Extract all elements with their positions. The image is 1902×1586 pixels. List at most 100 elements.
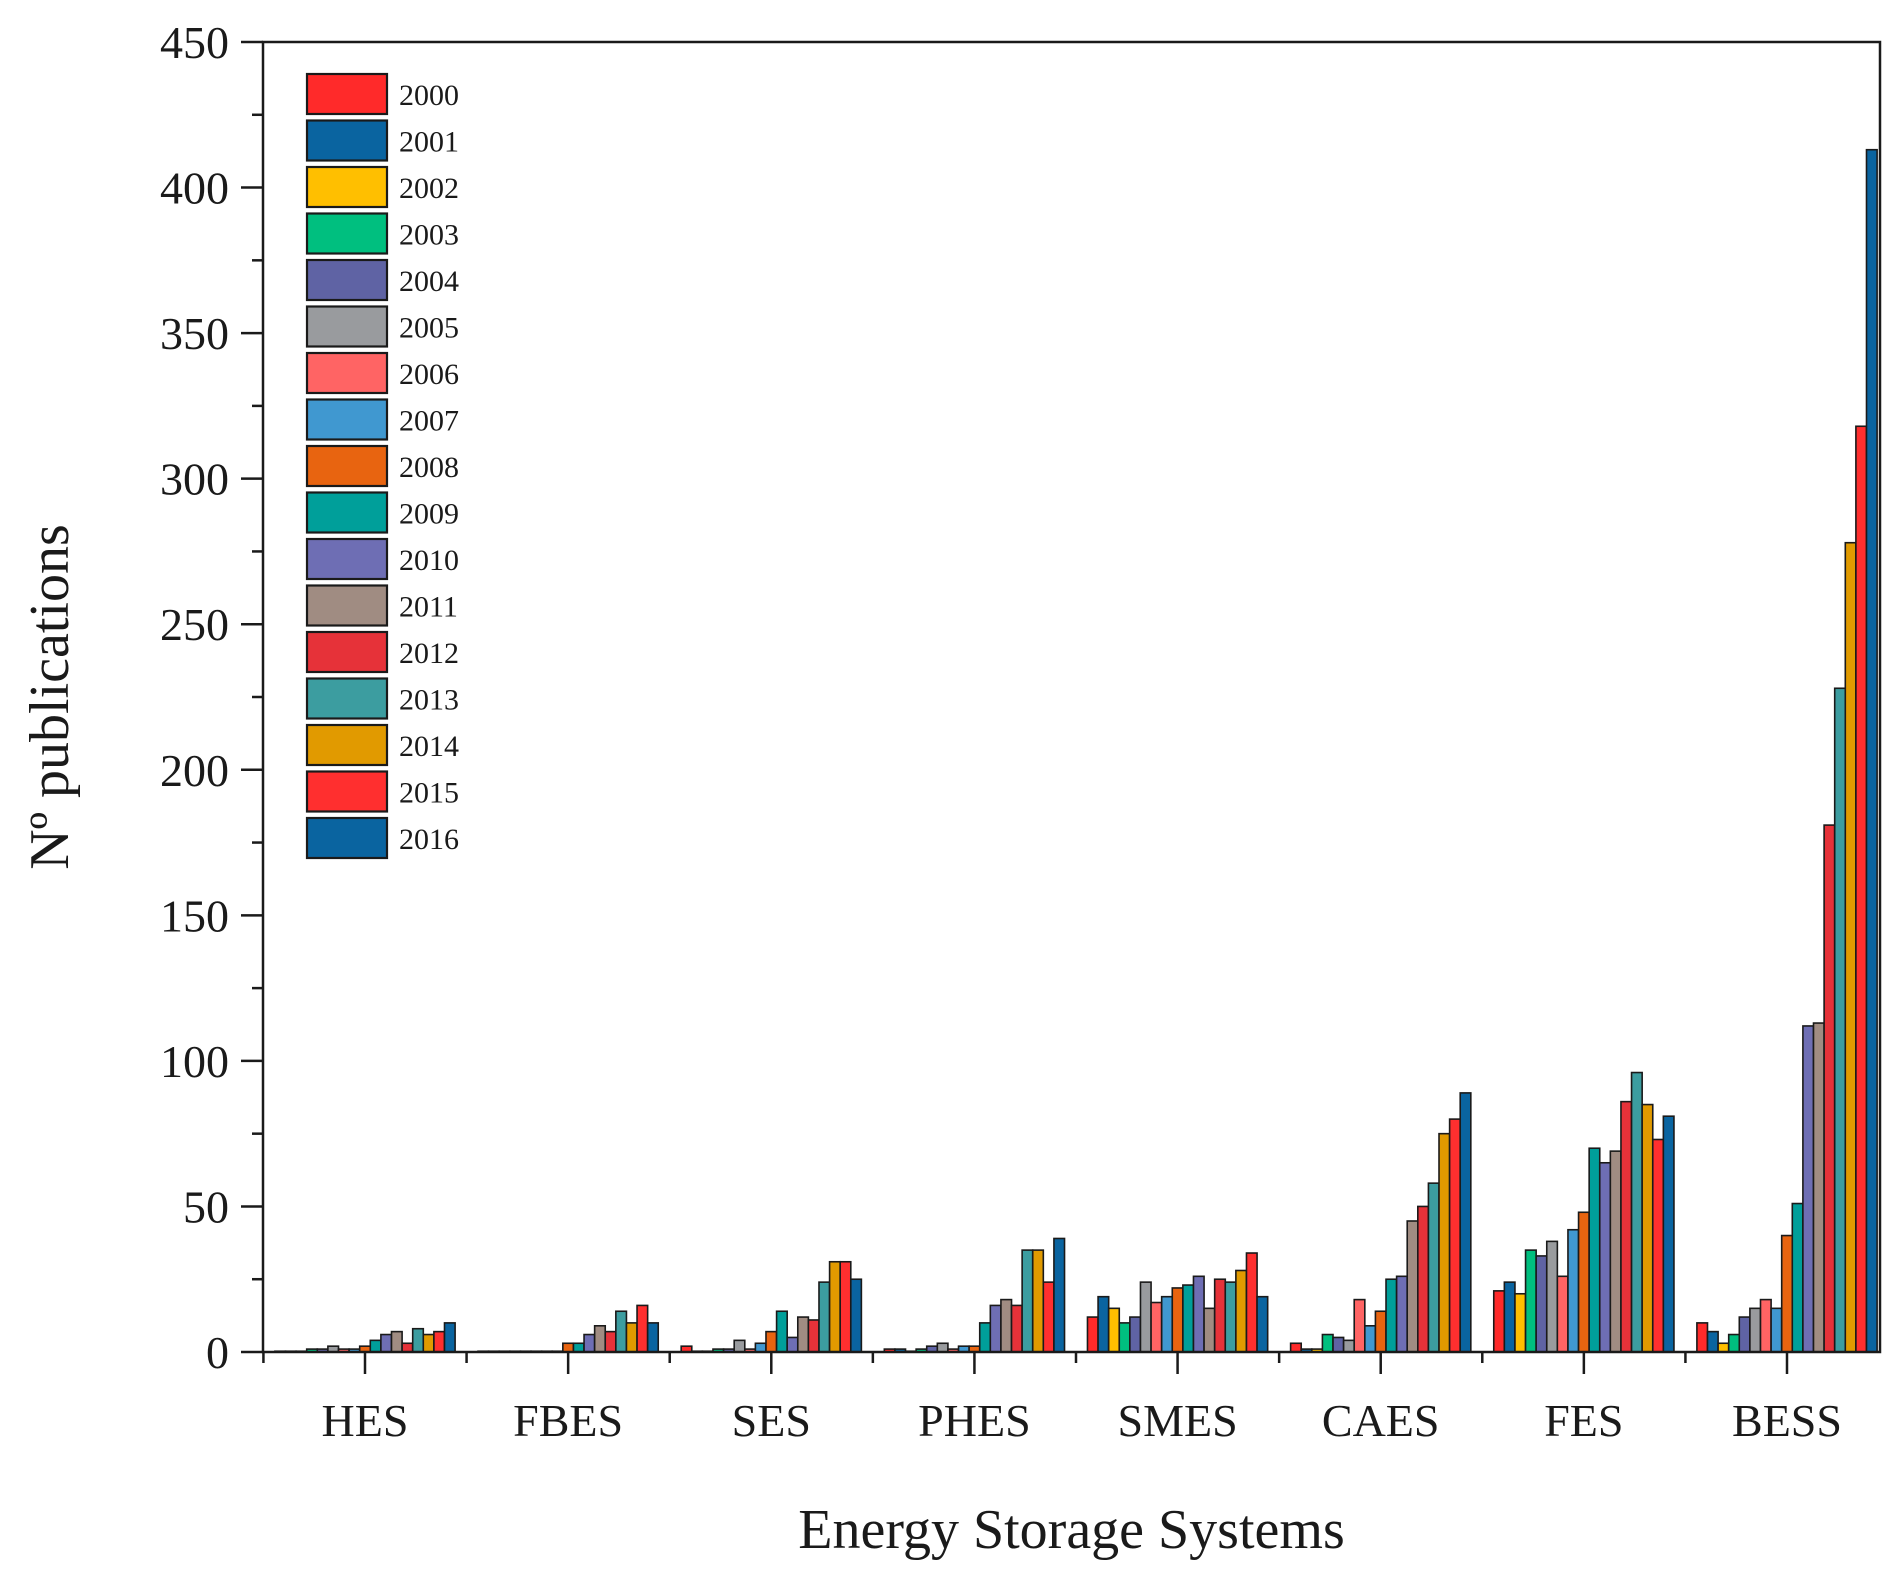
x-tick-label: SES <box>732 1395 811 1446</box>
legend-label: 2005 <box>399 312 459 345</box>
bar-BESS-2001 <box>1706 1330 1719 1353</box>
bars-layer <box>274 148 1878 1353</box>
bar-HES-2014 <box>422 1333 435 1353</box>
x-axis-label: Energy Storage Systems <box>798 1499 1344 1561</box>
bar-FBES-2009 <box>572 1342 585 1353</box>
y-tick-label: 0 <box>206 1327 229 1378</box>
bar-BESS-2014 <box>1844 541 1857 1353</box>
bar-SMES-2001 <box>1097 1295 1110 1353</box>
legend-swatch-2015 <box>305 770 389 813</box>
bar-SES-2010 <box>786 1336 799 1353</box>
bar-SES-2009 <box>775 1310 788 1353</box>
bar-SES-2014 <box>828 1260 841 1353</box>
bar-CAES-2007 <box>1364 1325 1377 1353</box>
legend-label: 2000 <box>399 79 459 112</box>
x-tick-label: PHES <box>918 1395 1030 1446</box>
bar-FES-2007 <box>1567 1228 1580 1353</box>
y-tick-label: 450 <box>160 17 229 68</box>
legend-label: 2003 <box>399 219 459 252</box>
legend-swatch-2003 <box>305 212 389 255</box>
legend-label: 2014 <box>399 730 459 763</box>
bar-HES-2013 <box>411 1327 425 1353</box>
bar-FES-2000 <box>1492 1290 1506 1353</box>
y-tick-label: 300 <box>160 454 229 505</box>
x-axis: HES FBES SES PHES SMES CAES FES BESS <box>262 1352 1842 1446</box>
legend-swatch-2005 <box>305 305 389 348</box>
legend-label: 2001 <box>399 126 459 159</box>
bar-BESS-2009 <box>1791 1202 1804 1353</box>
legend-swatch-2010 <box>305 537 389 581</box>
bar-CAES-2013 <box>1427 1182 1440 1353</box>
bar-FBES-2010 <box>583 1333 596 1353</box>
bar-HES-2009 <box>369 1339 382 1353</box>
bar-CAES-2003 <box>1321 1333 1334 1353</box>
legend: 2000 2001 2002 2003 2004 2005 2006 2007 2008 2009… <box>305 72 459 860</box>
bar-FBES-2008 <box>562 1342 575 1353</box>
x-tick-label: FES <box>1544 1395 1623 1446</box>
bar-PHES-2016 <box>1053 1237 1066 1353</box>
bar-PHES-2015 <box>1042 1281 1055 1353</box>
bar-SMES-2015 <box>1245 1252 1258 1353</box>
bar-SMES-2014 <box>1235 1269 1248 1353</box>
bar-BESS-2010 <box>1802 1025 1815 1353</box>
bar-FES-2003 <box>1524 1249 1537 1353</box>
bar-CAES-2008 <box>1374 1310 1387 1353</box>
legend-label: 2009 <box>399 498 459 531</box>
bar-PHES-2014 <box>1031 1249 1045 1353</box>
legend-label: 2016 <box>399 823 459 856</box>
bar-FES-2013 <box>1630 1071 1643 1353</box>
bar-BESS-2004 <box>1738 1316 1751 1353</box>
x-tick-label: HES <box>322 1395 409 1446</box>
bar-BESS-2006 <box>1759 1298 1772 1353</box>
bar-SMES-2005 <box>1139 1281 1152 1353</box>
bar-SES-2016 <box>849 1278 863 1353</box>
legend-swatch-2000 <box>305 72 389 116</box>
legend-swatch-2002 <box>305 165 389 209</box>
bar-FES-2004 <box>1535 1255 1548 1353</box>
legend-label: 2006 <box>399 358 459 391</box>
bar-FES-2006 <box>1556 1275 1569 1353</box>
x-tick-label: FBES <box>513 1395 623 1446</box>
y-tick-label: 400 <box>160 163 229 214</box>
bar-CAES-2015 <box>1448 1118 1462 1353</box>
bar-BESS-2011 <box>1812 1022 1825 1353</box>
bar-FES-2014 <box>1641 1103 1654 1353</box>
legend-swatch-2011 <box>305 584 389 627</box>
bar-SES-2013 <box>818 1281 831 1353</box>
bar-FBES-2014 <box>625 1322 638 1353</box>
legend-swatch-2009 <box>305 491 389 534</box>
legend-swatch-2016 <box>305 816 389 860</box>
bar-FES-2001 <box>1503 1281 1516 1353</box>
bar-CAES-2014 <box>1438 1132 1451 1353</box>
bar-FES-2002 <box>1514 1292 1527 1353</box>
bar-SMES-2010 <box>1192 1275 1205 1353</box>
legend-swatch-2007 <box>305 398 389 441</box>
bar-PHES-2012 <box>1010 1304 1023 1353</box>
bar-HES-2011 <box>390 1330 403 1353</box>
legend-label: 2015 <box>399 777 459 810</box>
x-tick-label: SMES <box>1117 1395 1237 1446</box>
y-tick-label: 350 <box>160 308 229 359</box>
bar-CAES-2005 <box>1342 1339 1356 1353</box>
bar-SES-2007 <box>754 1342 767 1353</box>
y-axis-label: Nº publications <box>19 524 81 870</box>
y-tick-label: 200 <box>160 745 229 796</box>
bar-BESS-2015 <box>1855 425 1868 1353</box>
legend-swatch-2014 <box>305 723 389 767</box>
bar-SMES-2006 <box>1150 1301 1163 1353</box>
bar-CAES-2004 <box>1332 1336 1345 1353</box>
bar-FBES-2013 <box>615 1310 628 1353</box>
bar-HES-2016 <box>443 1322 456 1353</box>
bar-HES-2010 <box>380 1333 393 1353</box>
bar-SMES-2013 <box>1224 1281 1237 1353</box>
bar-CAES-2010 <box>1395 1275 1409 1353</box>
legend-label: 2004 <box>399 265 459 298</box>
y-tick-label: 250 <box>160 599 229 650</box>
bar-FES-2016 <box>1662 1115 1675 1353</box>
bar-FBES-2011 <box>593 1325 607 1353</box>
bar-BESS-2000 <box>1696 1322 1709 1353</box>
x-tick-label: BESS <box>1732 1395 1842 1446</box>
bar-SES-2011 <box>796 1316 810 1353</box>
bar-HES-2012 <box>401 1342 414 1353</box>
